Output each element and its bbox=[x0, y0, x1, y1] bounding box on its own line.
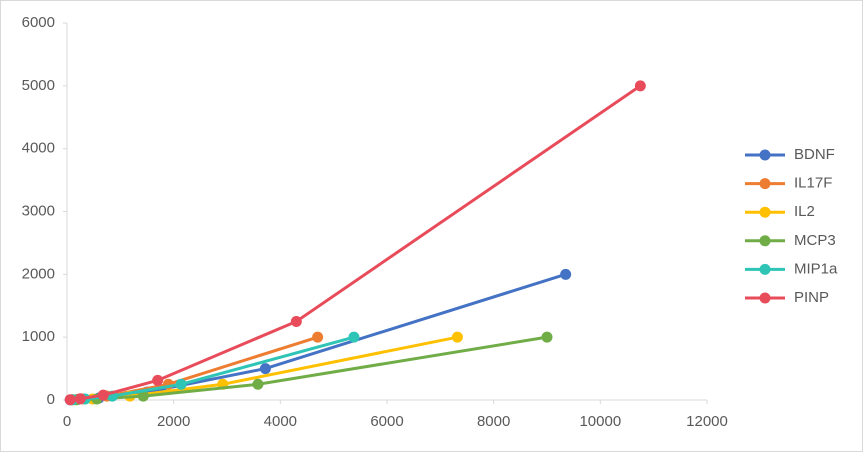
data-point bbox=[290, 315, 302, 327]
y-tick-label: 1000 bbox=[22, 328, 55, 345]
legend-label: IL17F bbox=[794, 175, 832, 192]
legend-marker bbox=[759, 292, 771, 304]
y-tick-label: 2000 bbox=[22, 265, 55, 282]
y-tick-label: 5000 bbox=[22, 77, 55, 94]
y-tick-label: 3000 bbox=[22, 202, 55, 219]
x-tick-label: 2000 bbox=[157, 413, 190, 430]
y-tick-label: 0 bbox=[47, 391, 55, 408]
data-point bbox=[312, 331, 324, 343]
data-point bbox=[152, 374, 164, 386]
data-point bbox=[259, 363, 271, 375]
x-tick-label: 6000 bbox=[370, 413, 403, 430]
data-point bbox=[560, 268, 572, 280]
x-tick-label: 0 bbox=[63, 413, 71, 430]
data-point bbox=[634, 80, 646, 92]
legend-label: MIP1a bbox=[794, 260, 838, 277]
y-tick-label: 6000 bbox=[22, 14, 55, 31]
data-point bbox=[64, 394, 76, 406]
legend-label: PINP bbox=[794, 289, 829, 306]
legend-marker bbox=[759, 178, 771, 190]
x-tick-label: 10000 bbox=[579, 413, 621, 430]
data-point bbox=[175, 378, 187, 390]
data-point bbox=[451, 331, 463, 343]
legend-marker bbox=[759, 149, 771, 161]
data-point bbox=[97, 389, 109, 401]
data-point bbox=[348, 331, 360, 343]
data-point bbox=[541, 331, 553, 343]
legend-marker bbox=[759, 235, 771, 247]
x-tick-label: 8000 bbox=[477, 413, 510, 430]
y-tick-label: 4000 bbox=[22, 140, 55, 157]
legend-label: IL2 bbox=[794, 203, 815, 220]
x-tick-label: 12000 bbox=[686, 413, 728, 430]
legend-marker bbox=[759, 263, 771, 275]
data-point bbox=[137, 390, 149, 402]
legend-label: MCP3 bbox=[794, 232, 836, 249]
data-point bbox=[74, 393, 86, 405]
x-tick-label: 4000 bbox=[264, 413, 297, 430]
data-point bbox=[252, 378, 264, 390]
legend-label: BDNF bbox=[794, 146, 835, 163]
legend-marker bbox=[759, 206, 771, 218]
